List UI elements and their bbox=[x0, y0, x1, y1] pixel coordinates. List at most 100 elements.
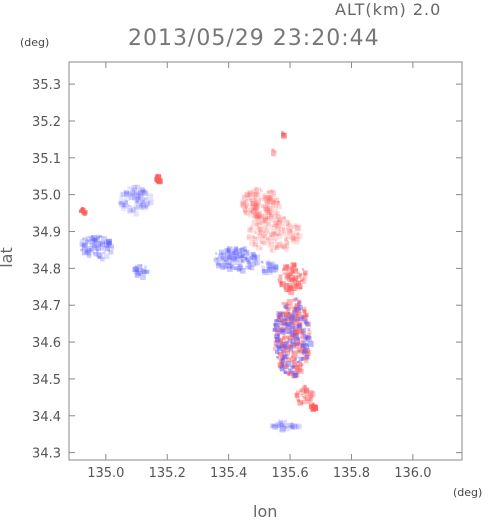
echo-cell bbox=[284, 302, 289, 306]
echo-cell bbox=[265, 206, 269, 209]
echo-cell bbox=[305, 350, 309, 353]
echo-cell bbox=[243, 200, 247, 203]
echo-cell bbox=[301, 340, 305, 344]
echo-cell bbox=[293, 278, 297, 283]
echo-cell bbox=[131, 209, 136, 214]
echo-cell bbox=[261, 197, 265, 201]
echo-cell bbox=[287, 267, 290, 270]
echo-cell bbox=[276, 424, 281, 428]
echo-cell bbox=[276, 333, 280, 337]
echo-cell bbox=[249, 265, 255, 271]
echo-cell bbox=[270, 150, 277, 157]
echo-cell bbox=[249, 240, 255, 246]
echo-cell bbox=[308, 397, 313, 402]
echo-cell bbox=[123, 191, 130, 197]
echo-cell bbox=[286, 273, 291, 278]
echo-cell bbox=[103, 240, 108, 244]
echo-cell bbox=[260, 260, 264, 264]
echo-cell bbox=[279, 281, 286, 287]
echo-cell bbox=[291, 372, 297, 378]
echo-cell bbox=[221, 263, 227, 269]
echo-cell bbox=[107, 242, 111, 246]
echo-cell bbox=[96, 245, 102, 251]
echo-cell bbox=[250, 209, 254, 213]
echo-cell bbox=[282, 321, 287, 326]
echo-cell bbox=[288, 328, 291, 331]
echo-cell bbox=[303, 384, 307, 388]
echo-cell bbox=[277, 318, 282, 323]
echo-cell bbox=[132, 184, 138, 190]
echo-cell bbox=[222, 259, 228, 265]
echo-cell bbox=[81, 211, 84, 215]
echo-cell bbox=[251, 252, 256, 257]
echo-cell bbox=[276, 345, 282, 350]
echo-cell bbox=[296, 233, 303, 240]
echo-cell bbox=[262, 213, 268, 220]
echo-cell bbox=[226, 254, 233, 261]
echo-cell bbox=[265, 259, 271, 265]
echo-cell bbox=[276, 204, 282, 210]
echo-cell bbox=[302, 333, 307, 338]
echo-cell bbox=[84, 249, 87, 252]
echo-cell bbox=[272, 266, 279, 273]
echo-cell bbox=[300, 363, 304, 367]
echo-cell bbox=[265, 237, 270, 242]
echo-cell bbox=[275, 200, 281, 206]
echo-cell bbox=[228, 258, 231, 261]
echo-cell bbox=[281, 319, 288, 325]
echo-cell bbox=[292, 307, 298, 313]
echo-cell bbox=[292, 329, 298, 334]
echo-cell bbox=[296, 304, 301, 308]
echo-cell bbox=[312, 402, 315, 405]
echo-cell bbox=[262, 269, 268, 276]
echo-cell bbox=[266, 241, 271, 246]
echo-cell bbox=[291, 370, 298, 376]
echo-cell bbox=[281, 246, 284, 249]
echo-cell bbox=[278, 230, 285, 236]
echo-cell bbox=[91, 235, 94, 238]
echo-cell bbox=[272, 423, 275, 427]
echo-cell bbox=[227, 246, 233, 252]
echo-cell bbox=[305, 335, 308, 338]
echo-cell bbox=[261, 220, 268, 227]
echo-cell bbox=[269, 235, 275, 241]
echo-cell bbox=[97, 244, 101, 249]
echo-cell bbox=[294, 239, 300, 245]
echo-cell bbox=[238, 255, 242, 259]
echo-cell bbox=[262, 219, 267, 224]
echo-cell bbox=[300, 334, 305, 340]
x-tick-label: 136.0 bbox=[394, 466, 431, 481]
echo-cell bbox=[241, 265, 244, 268]
echo-cell bbox=[242, 208, 248, 214]
echo-cell bbox=[296, 364, 303, 371]
echo-cell bbox=[297, 399, 304, 406]
echo-cell bbox=[279, 422, 284, 427]
echo-cell bbox=[249, 203, 255, 210]
echo-cell bbox=[290, 330, 297, 337]
echo-cell bbox=[301, 316, 304, 320]
echo-cell bbox=[143, 191, 149, 196]
echo-cell bbox=[232, 250, 239, 256]
echo-cell bbox=[271, 424, 275, 428]
echo-cell bbox=[264, 208, 270, 213]
echo-cell bbox=[126, 203, 130, 208]
echo-cell bbox=[274, 337, 281, 343]
echo-cell bbox=[294, 343, 298, 347]
echo-cell bbox=[251, 213, 257, 219]
echo-cell bbox=[154, 175, 159, 180]
echo-cell bbox=[279, 366, 285, 372]
echo-cell bbox=[136, 270, 141, 275]
echo-cell bbox=[255, 212, 262, 219]
echo-cell bbox=[252, 259, 259, 266]
echo-cell bbox=[266, 261, 271, 266]
y-tick-label: 34.4 bbox=[32, 410, 61, 425]
echo-cell bbox=[304, 321, 308, 325]
echo-cell bbox=[295, 307, 301, 313]
echo-cell bbox=[273, 197, 280, 204]
echo-cell bbox=[220, 255, 225, 260]
echo-cell bbox=[273, 222, 279, 228]
echo-cell bbox=[241, 260, 245, 264]
echo-cell bbox=[295, 370, 299, 374]
echo-cell bbox=[280, 353, 283, 356]
echo-cell bbox=[226, 266, 233, 273]
